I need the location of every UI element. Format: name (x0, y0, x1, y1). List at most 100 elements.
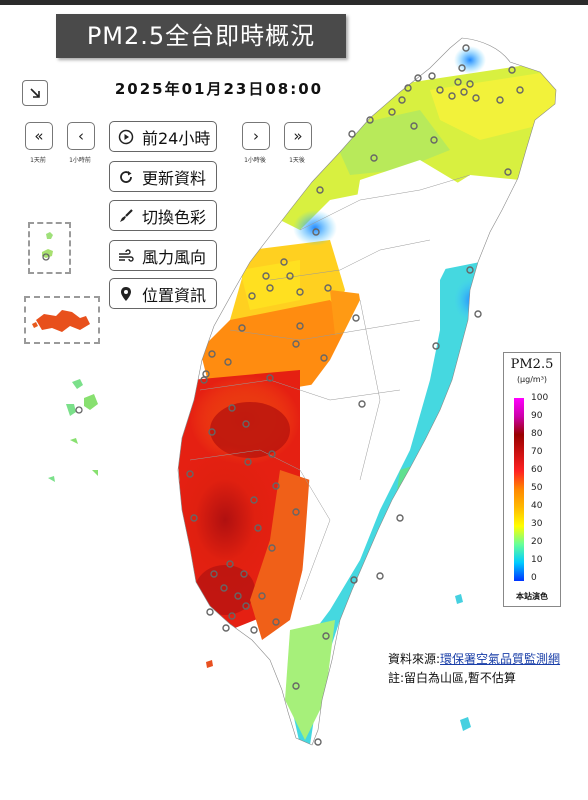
station-marker[interactable] (272, 618, 280, 626)
source-note: 註:留白為山區,暫不估算 (388, 671, 516, 685)
station-marker[interactable] (296, 288, 304, 296)
station-marker[interactable] (472, 94, 480, 102)
inset-matsu[interactable] (28, 222, 71, 274)
station-marker[interactable] (268, 450, 276, 458)
station-marker[interactable] (222, 624, 230, 632)
station-marker[interactable] (220, 584, 228, 592)
station-marker[interactable] (258, 592, 266, 600)
station-marker[interactable] (206, 608, 214, 616)
station-marker[interactable] (466, 80, 474, 88)
switch-color-button[interactable]: 切換色彩 (109, 200, 217, 231)
station-marker[interactable] (496, 96, 504, 104)
station-marker[interactable] (474, 310, 482, 318)
station-marker[interactable] (396, 514, 404, 522)
station-marker[interactable] (388, 108, 396, 116)
station-marker[interactable] (454, 78, 462, 86)
orchid-island (460, 717, 471, 731)
legend-tick: 50 (531, 483, 543, 493)
back-1-day-button[interactable]: « (25, 122, 53, 150)
station-marker[interactable] (312, 228, 320, 236)
station-marker[interactable] (242, 602, 250, 610)
station-marker[interactable] (200, 376, 208, 384)
station-marker[interactable] (414, 74, 422, 82)
legend-tick: 100 (531, 393, 549, 403)
page-title: PM2.5全台即時概況 (56, 14, 346, 58)
station-marker[interactable] (370, 154, 378, 162)
station-marker[interactable] (242, 420, 250, 428)
station-marker[interactable] (234, 592, 242, 600)
station-marker[interactable] (404, 84, 412, 92)
station-marker[interactable] (448, 92, 456, 100)
source-link[interactable]: 環保署空氣品質監測網 (440, 652, 561, 666)
inset-kinmen[interactable] (24, 296, 100, 344)
station-marker[interactable] (268, 544, 276, 552)
station-marker[interactable] (250, 496, 258, 504)
station-marker[interactable] (240, 570, 248, 578)
legend-footer: 本站演色 (516, 592, 548, 601)
station-marker[interactable] (462, 44, 470, 52)
location-button[interactable]: 位置資訊 (109, 278, 217, 309)
station-marker[interactable] (208, 350, 216, 358)
forward-1-hour-button[interactable]: › (242, 122, 270, 150)
station-marker[interactable] (376, 572, 384, 580)
station-marker[interactable] (238, 324, 246, 332)
station-marker[interactable] (292, 508, 300, 516)
station-marker[interactable] (324, 284, 332, 292)
station-marker[interactable] (398, 96, 406, 104)
station-marker[interactable] (432, 342, 440, 350)
back-1-hour-button[interactable]: ‹ (67, 122, 95, 150)
station-marker[interactable] (208, 428, 216, 436)
station-marker[interactable] (458, 64, 466, 72)
station-marker[interactable] (210, 570, 218, 578)
station-marker[interactable] (248, 292, 256, 300)
wind-button[interactable]: 風力風向 (109, 240, 217, 271)
station-marker[interactable] (244, 458, 252, 466)
station-marker[interactable] (250, 626, 258, 634)
station-marker[interactable] (262, 272, 270, 280)
station-marker[interactable] (366, 116, 374, 124)
arrow-down-right-icon (30, 88, 40, 98)
paint-brush-icon (117, 207, 135, 225)
refresh-button[interactable]: 更新資料 (109, 161, 217, 192)
station-marker[interactable] (292, 340, 300, 348)
station-marker[interactable] (292, 682, 300, 690)
station-marker[interactable] (436, 86, 444, 94)
station-marker[interactable] (504, 168, 512, 176)
station-marker[interactable] (186, 470, 194, 478)
station-marker[interactable] (280, 258, 288, 266)
datetime-label: 2025年01月23日08:00 (114, 80, 324, 98)
station-marker[interactable] (226, 560, 234, 568)
county-borders (189, 174, 471, 601)
station-marker[interactable] (350, 576, 358, 584)
station-marker[interactable] (322, 632, 330, 640)
station-marker[interactable] (358, 400, 366, 408)
station-marker[interactable] (266, 374, 274, 382)
station-marker[interactable] (314, 738, 322, 746)
station-marker[interactable] (224, 358, 232, 366)
station-marker[interactable] (410, 122, 418, 130)
prev-24h-button[interactable]: 前24小時 (109, 121, 217, 152)
station-marker[interactable] (190, 514, 198, 522)
station-marker[interactable] (272, 482, 280, 490)
collapse-button[interactable] (22, 80, 48, 106)
station-marker[interactable] (254, 524, 262, 532)
station-marker[interactable] (316, 186, 324, 194)
station-marker[interactable] (352, 314, 360, 322)
station-marker[interactable] (508, 66, 516, 74)
station-marker[interactable] (348, 130, 356, 138)
station-marker[interactable] (466, 266, 474, 274)
station-marker[interactable] (228, 404, 236, 412)
station-marker[interactable] (428, 72, 436, 80)
station-marker[interactable] (296, 322, 304, 330)
station-marker[interactable] (320, 354, 328, 362)
station-marker[interactable] (286, 272, 294, 280)
station-marker[interactable] (266, 284, 274, 292)
forward-1-day-button[interactable]: » (284, 122, 312, 150)
station-marker[interactable] (460, 88, 468, 96)
station-marker[interactable] (516, 86, 524, 94)
taiwan-coastline (177, 37, 557, 746)
legend-unit: (μg/m³) (516, 375, 548, 384)
station-marker[interactable] (228, 612, 236, 620)
station-marker[interactable] (430, 136, 438, 144)
